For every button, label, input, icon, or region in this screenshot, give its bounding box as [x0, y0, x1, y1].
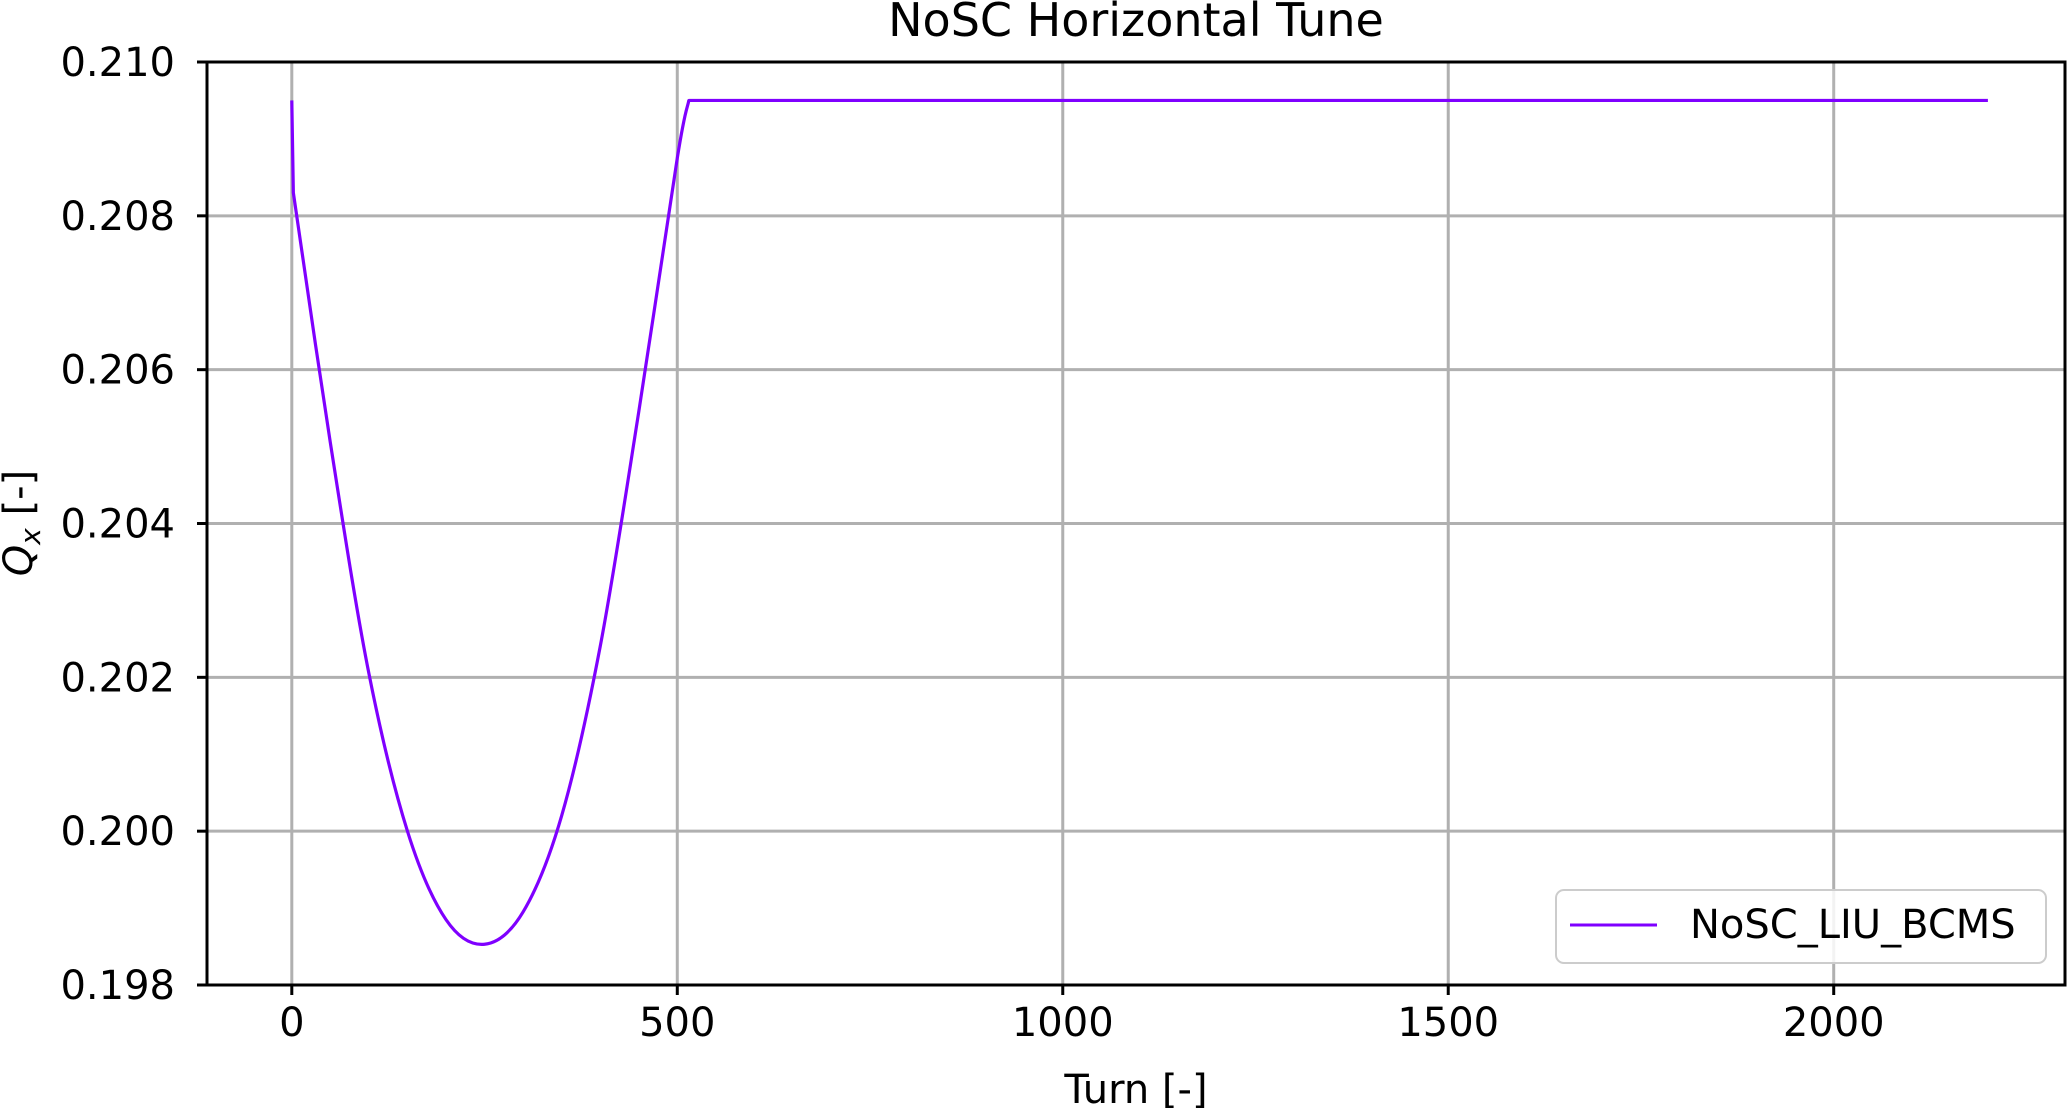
legend-box	[1555, 889, 2047, 964]
x-tick-label: 0	[279, 1000, 304, 1046]
y-axis-label-main: Q	[0, 545, 42, 576]
y-tick-label: 0.208	[60, 194, 175, 240]
tick-layer: 0 500 1000 1500 2000 0.198 0.200 0.202 0.204 0.20…	[60, 40, 1884, 1046]
grid-layer	[207, 60, 2065, 987]
x-tick-label: 500	[639, 1000, 715, 1046]
y-axis-label-subscript: x	[14, 528, 47, 546]
x-tick-label: 2000	[1783, 1000, 1885, 1046]
series-line	[290, 98, 1988, 946]
y-tick-label: 0.204	[60, 502, 175, 548]
y-tick-label: 0.198	[60, 963, 175, 1009]
x-axis-label: Turn [-]	[1063, 1067, 1207, 1108]
legend: NoSC_LIU_BCMS	[1555, 889, 2047, 964]
chart-title: NoSC Horizontal Tune	[888, 0, 1384, 47]
legend-label: NoSC_LIU_BCMS	[1690, 902, 2016, 948]
y-axis-label: Qx [-]	[0, 470, 47, 576]
y-tick-label: 0.202	[60, 655, 175, 701]
x-tick-label: 1500	[1397, 1000, 1499, 1046]
x-tick-label: 1000	[1012, 1000, 1114, 1046]
y-axis-label-suffix: [-]	[0, 470, 42, 528]
y-tick-label: 0.206	[60, 348, 175, 394]
series-layer	[290, 98, 1988, 946]
y-tick-label: 0.200	[60, 809, 175, 855]
y-tick-label: 0.210	[60, 40, 175, 86]
